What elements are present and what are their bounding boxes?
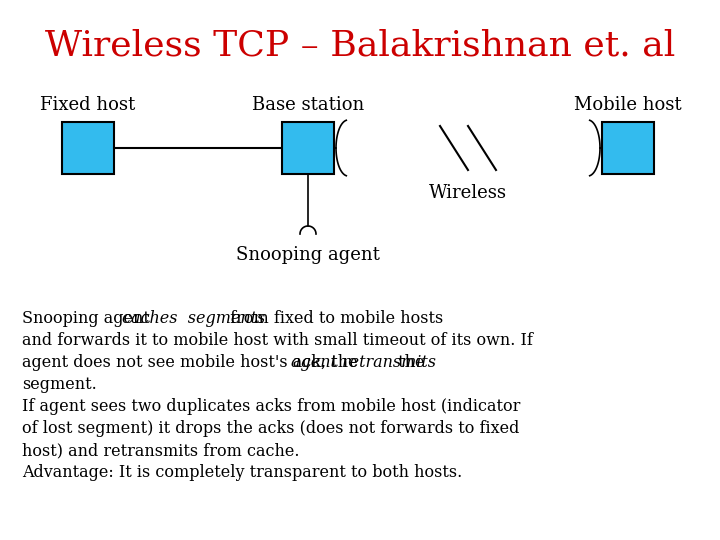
- Text: Snooping agent: Snooping agent: [236, 246, 380, 264]
- Text: Fixed host: Fixed host: [40, 96, 135, 114]
- Text: caches  segments: caches segments: [122, 310, 266, 327]
- Text: Wireless TCP – Balakrishnan et. al: Wireless TCP – Balakrishnan et. al: [45, 28, 675, 62]
- Text: agent does not see mobile host's ack, the: agent does not see mobile host's ack, th…: [22, 354, 363, 371]
- Text: of lost segment) it drops the acks (does not forwards to fixed: of lost segment) it drops the acks (does…: [22, 420, 519, 437]
- Text: Snooping agent: Snooping agent: [22, 310, 155, 327]
- Text: and forwards it to mobile host with small timeout of its own. If: and forwards it to mobile host with smal…: [22, 332, 533, 349]
- Bar: [282, 122, 334, 174]
- Text: If agent sees two duplicates acks from mobile host (indicator: If agent sees two duplicates acks from m…: [22, 398, 521, 415]
- Bar: [62, 122, 114, 174]
- Text: agent retransmits: agent retransmits: [291, 354, 436, 371]
- Text: host) and retransmits from cache.: host) and retransmits from cache.: [22, 442, 300, 459]
- Text: segment.: segment.: [22, 376, 96, 393]
- Text: the: the: [393, 354, 424, 371]
- Bar: [602, 122, 654, 174]
- Text: Advantage: It is completely transparent to both hosts.: Advantage: It is completely transparent …: [22, 464, 462, 481]
- Text: Wireless: Wireless: [429, 184, 507, 202]
- Text: Mobile host: Mobile host: [574, 96, 682, 114]
- Text: from fixed to mobile hosts: from fixed to mobile hosts: [225, 310, 443, 327]
- Text: Base station: Base station: [252, 96, 364, 114]
